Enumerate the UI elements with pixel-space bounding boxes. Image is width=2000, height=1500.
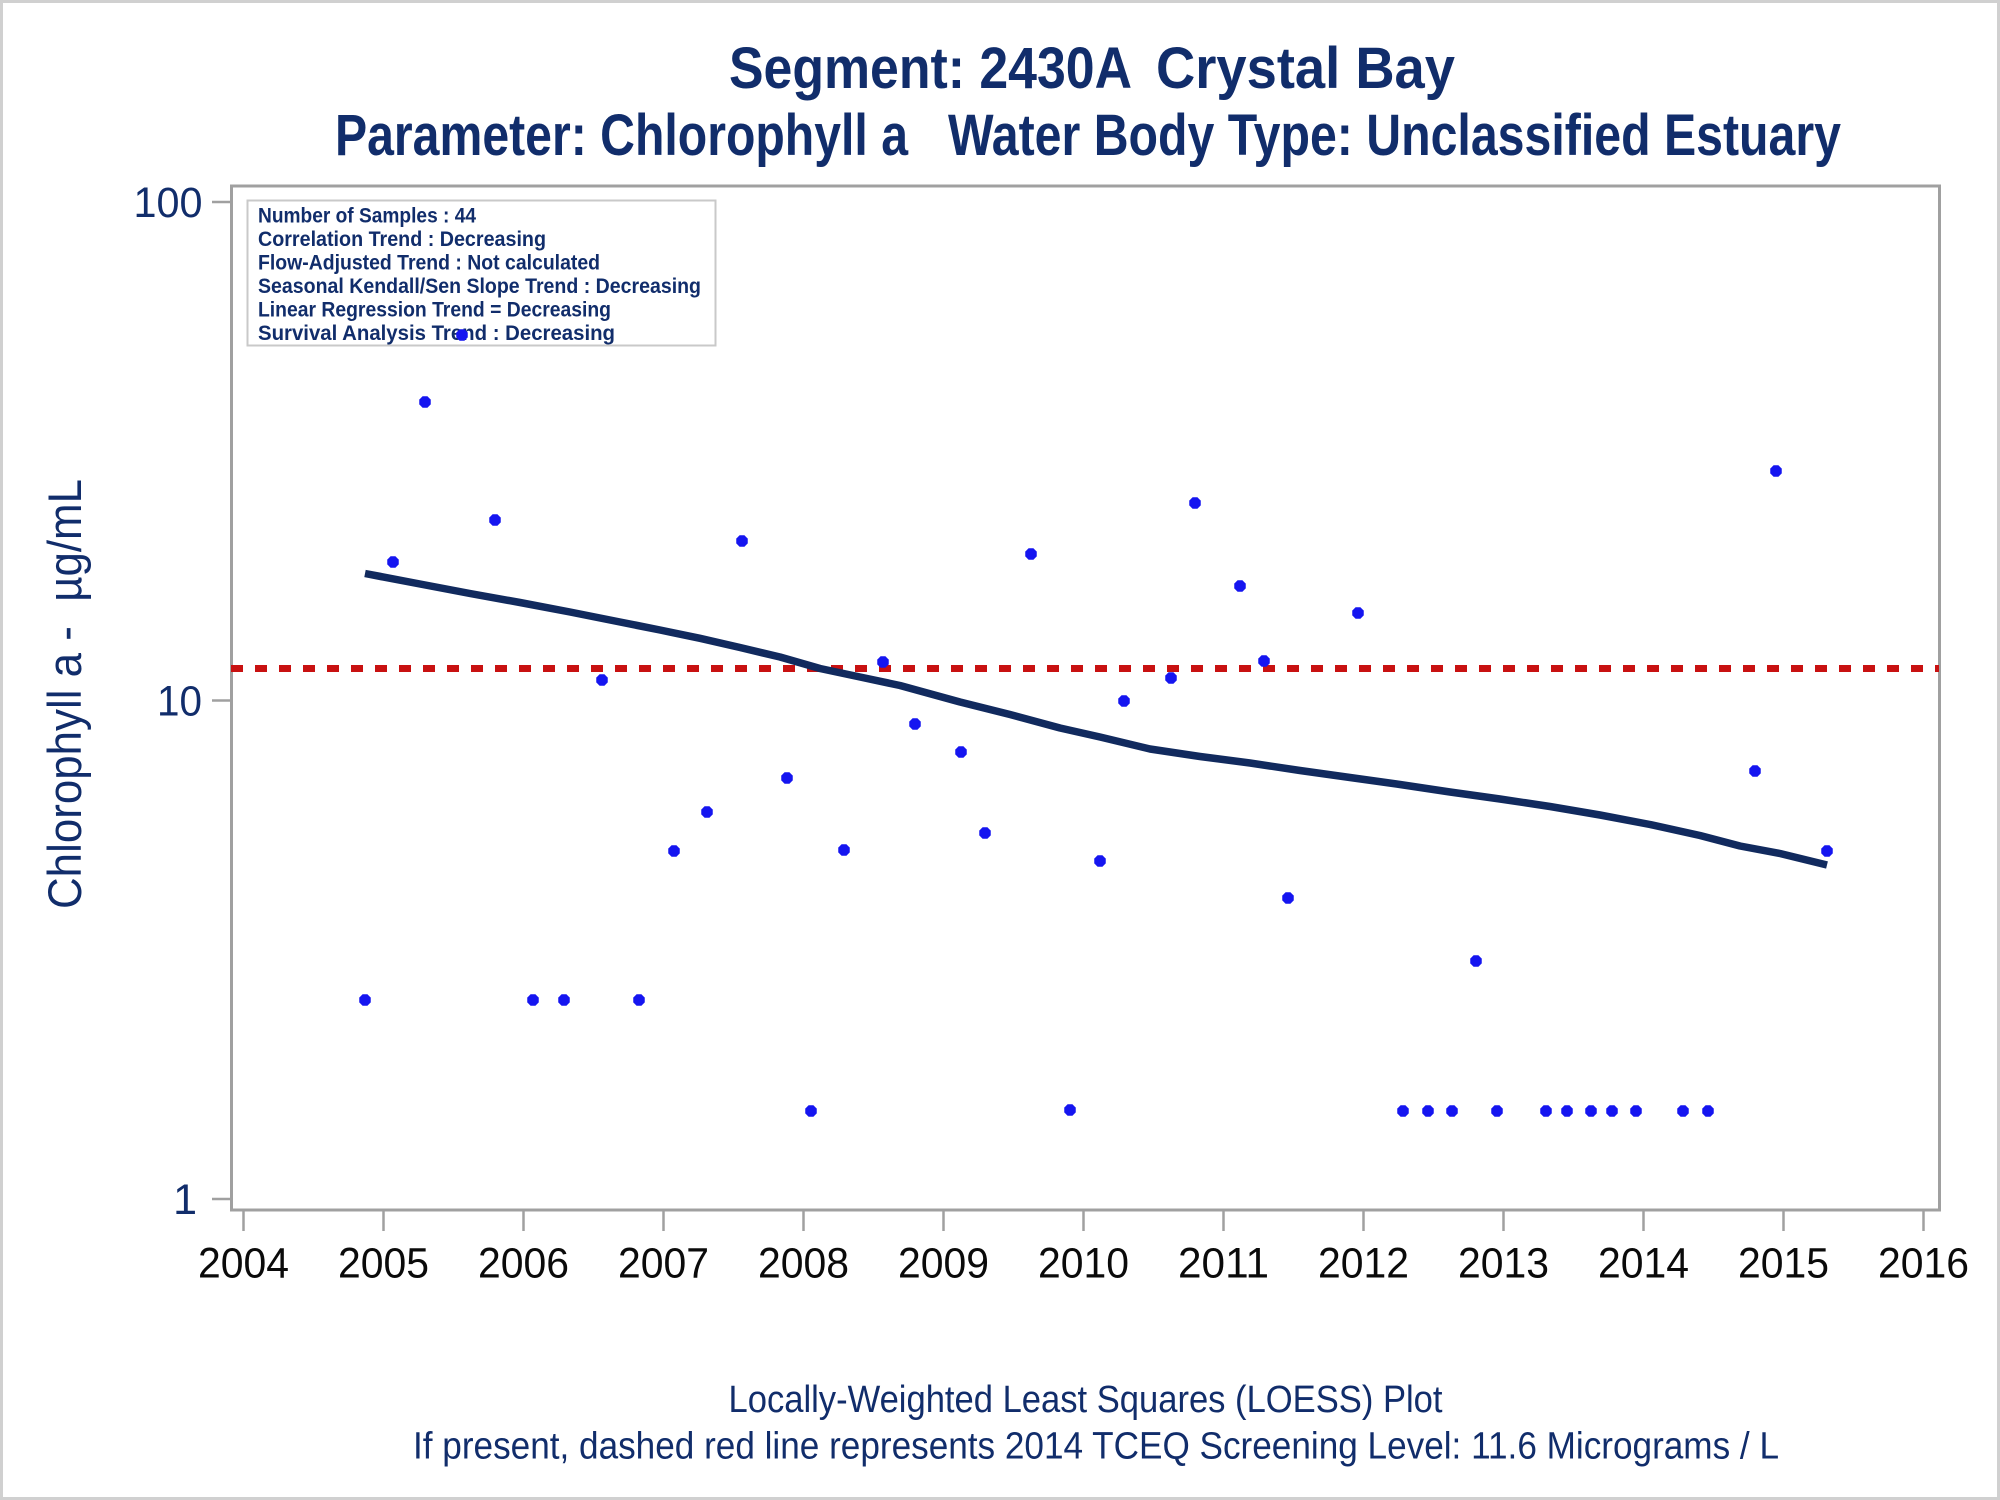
svg-text:2006: 2006 <box>478 1240 569 1288</box>
svg-text:2008: 2008 <box>758 1240 849 1288</box>
svg-text:Flow-Adjusted Trend : Not calc: Flow-Adjusted Trend : Not calculated <box>258 252 600 275</box>
svg-text:2004: 2004 <box>198 1240 289 1288</box>
svg-text:Locally-Weighted Least Squares: Locally-Weighted Least Squares (LOESS) P… <box>729 1379 1443 1421</box>
svg-text:2012: 2012 <box>1318 1240 1409 1288</box>
svg-text:2005: 2005 <box>338 1240 429 1288</box>
svg-text:Linear Regression Trend = Decr: Linear Regression Trend = Decreasing <box>258 299 611 322</box>
svg-text:2007: 2007 <box>618 1240 709 1288</box>
svg-text:2010: 2010 <box>1038 1240 1129 1288</box>
svg-text:10: 10 <box>157 677 202 725</box>
svg-text:Chlorophyll a - µg/mL: Chlorophyll a - µg/mL <box>38 479 91 909</box>
svg-text:2014: 2014 <box>1598 1240 1689 1288</box>
svg-text:Parameter: Chlorophyll a: Parameter: Chlorophyll a <box>335 103 909 168</box>
svg-text:Water Body Type: Unclassified: Water Body Type: Unclassified Estuary <box>948 103 1841 168</box>
svg-text:Correlation Trend : Decreasing: Correlation Trend : Decreasing <box>258 228 546 251</box>
svg-text:Seasonal Kendall/Sen Slope Tre: Seasonal Kendall/Sen Slope Trend : Decre… <box>258 275 701 298</box>
svg-text:2011: 2011 <box>1178 1240 1269 1288</box>
svg-text:Survival Analysis Trend : Decr: Survival Analysis Trend : Decreasing <box>258 322 615 345</box>
svg-text:1: 1 <box>173 1176 197 1224</box>
svg-text:Crystal Bay: Crystal Bay <box>1156 36 1455 101</box>
svg-text:Number of Samples : 44: Number of Samples : 44 <box>258 205 476 228</box>
svg-text:Segment: 2430A: Segment: 2430A <box>729 36 1132 101</box>
svg-text:If present, dashed red line re: If present, dashed red line represents 2… <box>413 1426 1779 1468</box>
svg-text:2013: 2013 <box>1458 1240 1549 1288</box>
svg-text:2015: 2015 <box>1738 1240 1829 1288</box>
svg-text:100: 100 <box>134 179 203 227</box>
svg-text:2009: 2009 <box>898 1240 989 1288</box>
svg-text:2016: 2016 <box>1878 1240 1969 1288</box>
